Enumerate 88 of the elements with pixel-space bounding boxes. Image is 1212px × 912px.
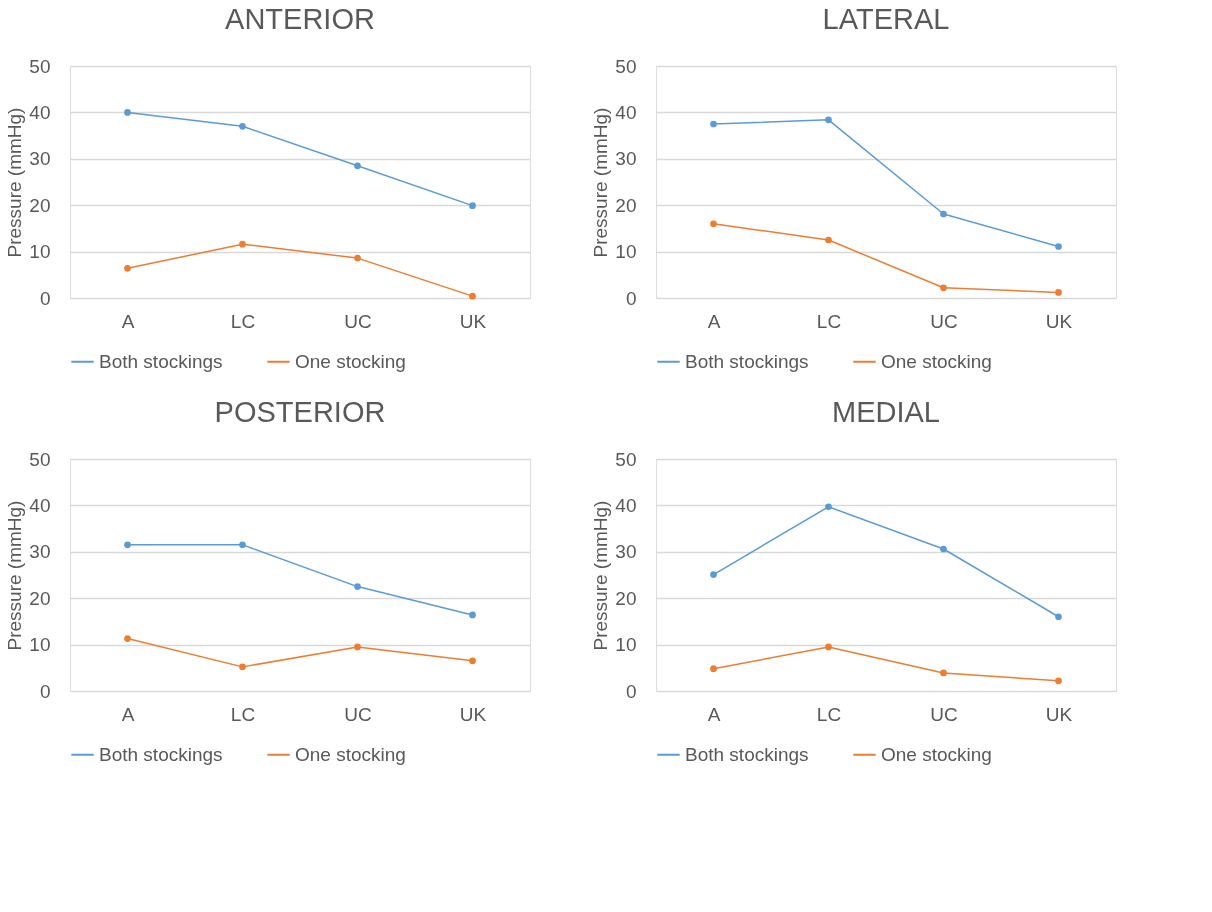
- x-tick-label: UK: [1045, 310, 1073, 332]
- x-tick-label: UC: [930, 703, 958, 725]
- y-tick-label: 0: [39, 680, 51, 702]
- point: [940, 284, 947, 292]
- y-tick-label: 20: [29, 194, 51, 216]
- y-tick-label: 30: [29, 148, 51, 170]
- legend-label: One stocking: [881, 350, 992, 372]
- point: [825, 503, 832, 511]
- x-tick-label: LC: [816, 703, 842, 725]
- point: [940, 669, 947, 677]
- legend-label: Both stockings: [99, 743, 223, 765]
- point: [469, 292, 476, 300]
- point: [239, 240, 246, 248]
- point: [940, 545, 947, 553]
- x-tick-label: UK: [459, 703, 487, 725]
- y-tick-label: 30: [29, 541, 51, 563]
- point: [469, 611, 476, 619]
- x-tick-label: LC: [230, 310, 256, 332]
- x-tick-label: UC: [344, 310, 372, 332]
- point: [469, 657, 476, 665]
- point: [469, 202, 476, 210]
- point: [239, 541, 246, 549]
- point: [710, 571, 717, 578]
- point: [825, 116, 832, 124]
- y-tick-label: 40: [615, 494, 637, 516]
- point: [825, 643, 832, 651]
- y-tick-label: 50: [29, 448, 51, 470]
- point: [710, 665, 717, 673]
- x-tick-label: UC: [344, 703, 372, 725]
- x-tick-label: LC: [230, 703, 256, 725]
- point: [940, 210, 947, 218]
- y-tick-label: 30: [615, 541, 637, 563]
- point: [1055, 243, 1062, 250]
- y-axis-title: Pressure (mmHg): [590, 500, 612, 651]
- y-tick-label: 30: [615, 148, 637, 170]
- x-tick-label: UK: [459, 310, 487, 332]
- point: [239, 663, 246, 671]
- y-tick-label: 50: [615, 448, 637, 470]
- point: [825, 236, 832, 244]
- legend-label: Both stockings: [685, 350, 809, 372]
- y-tick-label: 50: [29, 55, 51, 77]
- y-tick-label: 10: [615, 241, 637, 263]
- point: [354, 583, 361, 590]
- y-tick-label: 20: [615, 587, 637, 609]
- y-tick-label: 50: [615, 55, 637, 77]
- chart-title: POSTERIOR: [214, 396, 386, 428]
- y-tick-label: 10: [29, 241, 51, 263]
- x-tick-label: A: [707, 310, 721, 332]
- legend-label: One stocking: [881, 743, 992, 765]
- point: [124, 635, 131, 642]
- chart-title: MEDIAL: [832, 396, 940, 428]
- point: [124, 541, 131, 549]
- point: [354, 643, 361, 651]
- x-tick-label: UC: [930, 310, 958, 332]
- y-tick-label: 40: [29, 101, 51, 123]
- legend-label: One stocking: [295, 350, 406, 372]
- y-axis-title: Pressure (mmHg): [4, 500, 26, 651]
- x-tick-label: A: [121, 310, 135, 332]
- x-tick-label: A: [707, 703, 721, 725]
- y-tick-label: 20: [615, 194, 637, 216]
- point: [354, 254, 361, 262]
- legend-label: One stocking: [295, 743, 406, 765]
- chart-title: ANTERIOR: [225, 3, 375, 35]
- y-axis-title: Pressure (mmHg): [590, 107, 612, 258]
- y-axis-title: Pressure (mmHg): [4, 107, 26, 258]
- point: [124, 109, 131, 116]
- x-tick-label: LC: [816, 310, 842, 332]
- chart-title: LATERAL: [822, 3, 950, 35]
- point: [710, 220, 717, 228]
- legend-label: Both stockings: [99, 350, 223, 372]
- y-tick-label: 10: [615, 634, 637, 656]
- y-tick-label: 0: [39, 287, 51, 309]
- point: [239, 122, 246, 130]
- point: [710, 120, 717, 128]
- point: [1055, 289, 1062, 296]
- point: [1055, 677, 1062, 685]
- y-tick-label: 10: [29, 634, 51, 656]
- point: [354, 162, 361, 170]
- legend-label: Both stockings: [685, 743, 809, 765]
- y-tick-label: 0: [625, 680, 637, 702]
- y-tick-label: 20: [29, 587, 51, 609]
- x-tick-label: A: [121, 703, 135, 725]
- x-tick-label: UK: [1045, 703, 1073, 725]
- y-tick-label: 0: [625, 287, 637, 309]
- point: [124, 264, 131, 272]
- y-tick-label: 40: [29, 494, 51, 516]
- point: [1055, 613, 1062, 621]
- y-tick-label: 40: [615, 101, 637, 123]
